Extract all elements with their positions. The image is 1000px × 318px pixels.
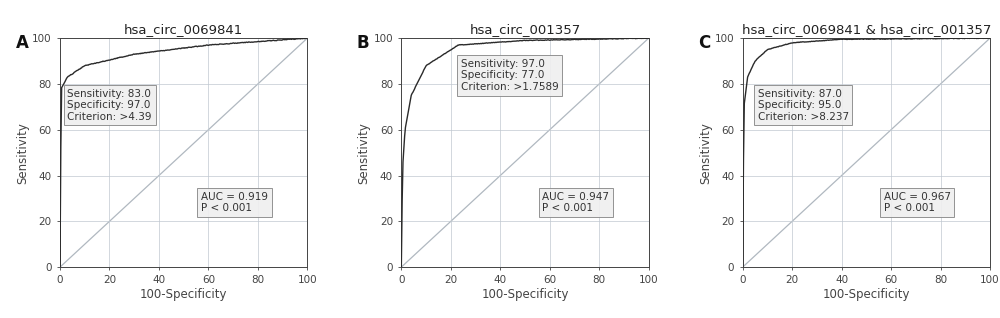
Text: C: C — [698, 34, 710, 52]
X-axis label: 100-Specificity: 100-Specificity — [140, 288, 227, 301]
Y-axis label: Sensitivity: Sensitivity — [699, 122, 712, 183]
Title: hsa_circ_0069841 & hsa_circ_001357: hsa_circ_0069841 & hsa_circ_001357 — [742, 23, 991, 36]
X-axis label: 100-Specificity: 100-Specificity — [481, 288, 569, 301]
Text: AUC = 0.947
P < 0.001: AUC = 0.947 P < 0.001 — [542, 191, 609, 213]
Y-axis label: Sensitivity: Sensitivity — [16, 122, 29, 183]
X-axis label: 100-Specificity: 100-Specificity — [823, 288, 910, 301]
Text: AUC = 0.919
P < 0.001: AUC = 0.919 P < 0.001 — [201, 191, 268, 213]
Text: A: A — [15, 34, 28, 52]
Title: hsa_circ_0069841: hsa_circ_0069841 — [124, 23, 243, 36]
Text: Sensitivity: 97.0
Specificity: 77.0
Criterion: >1.7589: Sensitivity: 97.0 Specificity: 77.0 Crit… — [461, 59, 558, 92]
Text: B: B — [357, 34, 369, 52]
Title: hsa_circ_001357: hsa_circ_001357 — [469, 23, 581, 36]
Y-axis label: Sensitivity: Sensitivity — [358, 122, 371, 183]
Text: AUC = 0.967
P < 0.001: AUC = 0.967 P < 0.001 — [884, 191, 951, 213]
Text: Sensitivity: 83.0
Specificity: 97.0
Criterion: >4.39: Sensitivity: 83.0 Specificity: 97.0 Crit… — [67, 88, 152, 122]
Text: Sensitivity: 87.0
Specificity: 95.0
Criterion: >8.237: Sensitivity: 87.0 Specificity: 95.0 Crit… — [758, 88, 849, 122]
